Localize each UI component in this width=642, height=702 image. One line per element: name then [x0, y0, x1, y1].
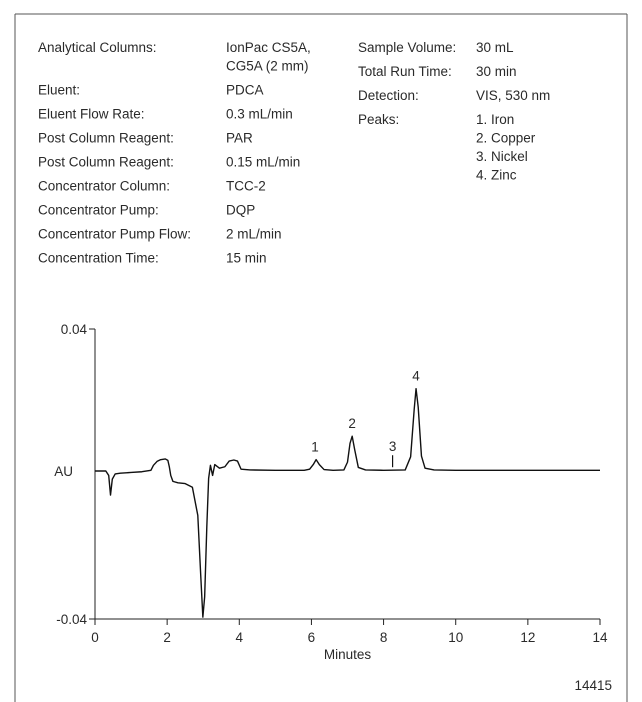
- left-condition-value: 2 mL/min: [226, 227, 282, 242]
- left-condition-label: Post Column Reagent:: [38, 131, 174, 146]
- x-tick-label: 10: [448, 630, 463, 645]
- left-condition-label: Analytical Columns:: [38, 40, 157, 55]
- left-condition-value: CG5A (2 mm): [226, 59, 309, 74]
- left-condition-value: 0.15 mL/min: [226, 155, 300, 170]
- y-axis-label: AU: [54, 464, 73, 479]
- left-condition-value: PDCA: [226, 83, 264, 98]
- right-condition-value: 1. Iron: [476, 112, 514, 127]
- conditions-block: Analytical Columns: IonPac CS5A, CG5A (2 m…: [38, 40, 550, 266]
- left-condition-value: DQP: [226, 203, 255, 218]
- y-tick-label: 0.04: [61, 322, 88, 337]
- right-condition-value: 30 mL: [476, 40, 514, 55]
- peak-label: 1: [311, 440, 319, 455]
- x-tick-label: 4: [236, 630, 244, 645]
- x-tick-label: 2: [163, 630, 171, 645]
- x-tick-label: 12: [520, 630, 535, 645]
- left-condition-label: Concentration Time:: [38, 251, 159, 266]
- chromatogram-trace: [95, 387, 600, 618]
- left-condition-label: Eluent Flow Rate:: [38, 107, 145, 122]
- chromatogram-trace-group: [95, 387, 600, 618]
- y-tick-label: -0.04: [56, 612, 87, 627]
- left-condition-label: Eluent:: [38, 83, 80, 98]
- right-condition-value: VIS, 530 nm: [476, 88, 550, 103]
- left-condition-label: Concentrator Column:: [38, 179, 170, 194]
- left-condition-value: IonPac CS5A,: [226, 40, 311, 55]
- right-condition-value: 30 min: [476, 64, 517, 79]
- peak-label: 2: [348, 416, 356, 431]
- x-tick-label: 8: [380, 630, 388, 645]
- right-condition-value: 4. Zinc: [476, 168, 517, 183]
- left-condition-label: Post Column Reagent:: [38, 155, 174, 170]
- left-condition-value: 0.3 mL/min: [226, 107, 293, 122]
- x-tick-label: 6: [308, 630, 316, 645]
- peak-label: 4: [412, 369, 420, 384]
- left-condition-label: Concentrator Pump:: [38, 203, 159, 218]
- right-condition-value: 3. Nickel: [476, 149, 528, 164]
- x-tick-label: 14: [592, 630, 608, 645]
- peak-label: 3: [389, 439, 397, 454]
- left-condition-label: Concentrator Pump Flow:: [38, 227, 191, 242]
- left-condition-value: TCC-2: [226, 179, 266, 194]
- x-axis-label: Minutes: [324, 647, 372, 662]
- right-condition-value: 2. Copper: [476, 131, 536, 146]
- peak-labels: 1 2 3 4: [311, 369, 420, 468]
- right-condition-label: Total Run Time:: [358, 64, 452, 79]
- right-condition-label: Detection:: [358, 88, 419, 103]
- right-condition-label: Peaks:: [358, 112, 399, 127]
- figure-number: 14415: [574, 678, 612, 693]
- x-tick-label: 0: [91, 630, 99, 645]
- left-condition-value: 15 min: [226, 251, 267, 266]
- right-condition-label: Sample Volume:: [358, 40, 456, 55]
- left-condition-value: PAR: [226, 131, 253, 146]
